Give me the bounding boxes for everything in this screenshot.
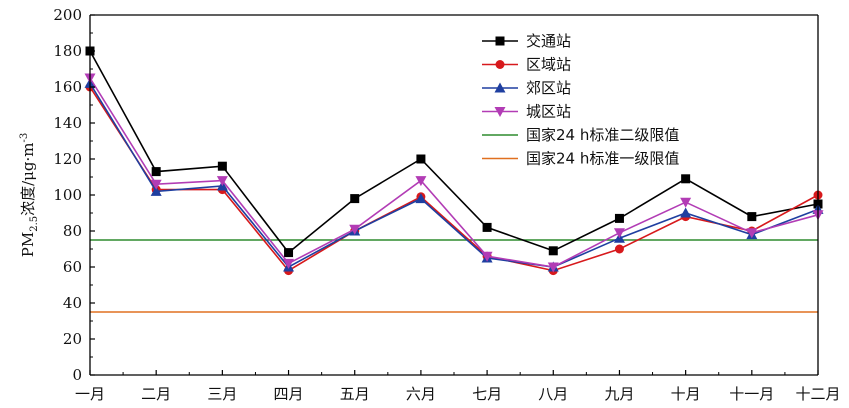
legend-label-4: 城区站	[526, 103, 571, 121]
data-point-2-9	[614, 244, 624, 254]
legend-marker-1	[495, 36, 505, 46]
series-line-2	[89, 86, 819, 272]
series-line-1	[89, 50, 819, 254]
y-tick-label-1: 0	[72, 366, 82, 384]
y-axis-title: PM2.5浓度/μg·m-3	[19, 133, 40, 258]
y-tick-label-3: 40	[63, 294, 82, 312]
y-tick-label-8: 140	[53, 114, 82, 132]
x-tick-label-12: 十二月	[795, 385, 840, 403]
series-3	[84, 77, 824, 272]
y-tick-label-10: 180	[53, 42, 82, 60]
y-tick-label-6: 100	[53, 186, 82, 204]
data-point-4-6	[415, 176, 427, 187]
data-point-4-11	[746, 228, 758, 239]
x-tick-label-11: 十一月	[729, 385, 774, 403]
data-point-1-6	[416, 154, 426, 164]
series-line-4	[89, 77, 819, 268]
y-tick-label-7: 120	[53, 150, 82, 168]
legend-ref-item-2: 国家24 h标准一级限值	[482, 150, 679, 168]
x-tick-label-9: 九月	[604, 385, 634, 403]
y-tick-label-4: 60	[63, 258, 82, 276]
x-tick-label-5: 五月	[340, 385, 370, 403]
legend-ref-item-1: 国家24 h标准二级限值	[482, 126, 679, 144]
data-point-4-5	[349, 224, 361, 235]
legend-marker-3	[494, 82, 506, 93]
legend-item-3: 郊区站	[482, 79, 571, 97]
data-point-1-10	[681, 174, 691, 184]
legend-ref-label-1: 国家24 h标准二级限值	[526, 126, 679, 144]
data-point-3-2	[150, 185, 162, 196]
y-tick-label-11: 200	[53, 6, 82, 24]
x-tick-label-6: 六月	[406, 385, 436, 403]
data-point-1-5	[350, 194, 360, 204]
y-tick-label-5: 80	[63, 222, 82, 240]
x-tick-label-2: 二月	[141, 385, 171, 403]
data-point-4-8	[547, 262, 559, 273]
legend-item-2: 区域站	[482, 56, 571, 74]
data-point-1-11	[747, 212, 757, 222]
legend-label-3: 郊区站	[526, 79, 571, 97]
data-point-3-10	[680, 207, 692, 218]
y-axis-label: PM2.5浓度/μg·m-3	[19, 133, 40, 258]
series-line-3	[89, 82, 819, 269]
axes: 0 20 40 60 80 100 120 140 160 180 200 一月 二月 三月 四月 五月 六月 七…	[53, 6, 840, 403]
reference-lines	[90, 239, 818, 313]
legend-label-2: 区域站	[526, 56, 571, 74]
data-point-4-2	[150, 179, 162, 190]
legend-item-4: 城区站	[482, 103, 571, 121]
x-tick-label-1: 一月	[75, 385, 105, 403]
legend-item-1: 交通站	[482, 32, 571, 50]
data-point-4-10	[680, 197, 692, 208]
legend-marker-2	[495, 60, 505, 69]
data-point-4-9	[613, 228, 625, 239]
legend-marker-4	[494, 107, 506, 117]
legend-label-1: 交通站	[526, 32, 571, 50]
data-point-1-8	[548, 246, 558, 256]
series-4	[84, 73, 824, 273]
data-point-1-7	[482, 222, 492, 232]
data-point-4-7	[481, 251, 493, 262]
data-point-1-3	[217, 161, 227, 171]
legend-ref-label-2: 国家24 h标准一级限值	[526, 150, 679, 168]
data-series	[84, 46, 824, 276]
data-point-4-4	[283, 258, 295, 269]
x-tick-label-4: 四月	[274, 385, 304, 403]
y-tick-label-9: 160	[53, 78, 82, 96]
data-point-4-3	[216, 176, 228, 187]
data-point-3-6	[415, 193, 427, 204]
data-point-1-9	[614, 213, 624, 223]
x-tick-label-3: 三月	[207, 385, 237, 403]
x-tick-label-10: 十月	[671, 385, 701, 403]
y-tick-label-2: 20	[63, 330, 82, 348]
x-tick-label-7: 七月	[472, 385, 502, 403]
series-2	[85, 82, 823, 276]
x-tick-label-8: 八月	[538, 385, 568, 403]
data-point-1-2	[151, 167, 161, 177]
data-point-1-4	[284, 248, 294, 258]
